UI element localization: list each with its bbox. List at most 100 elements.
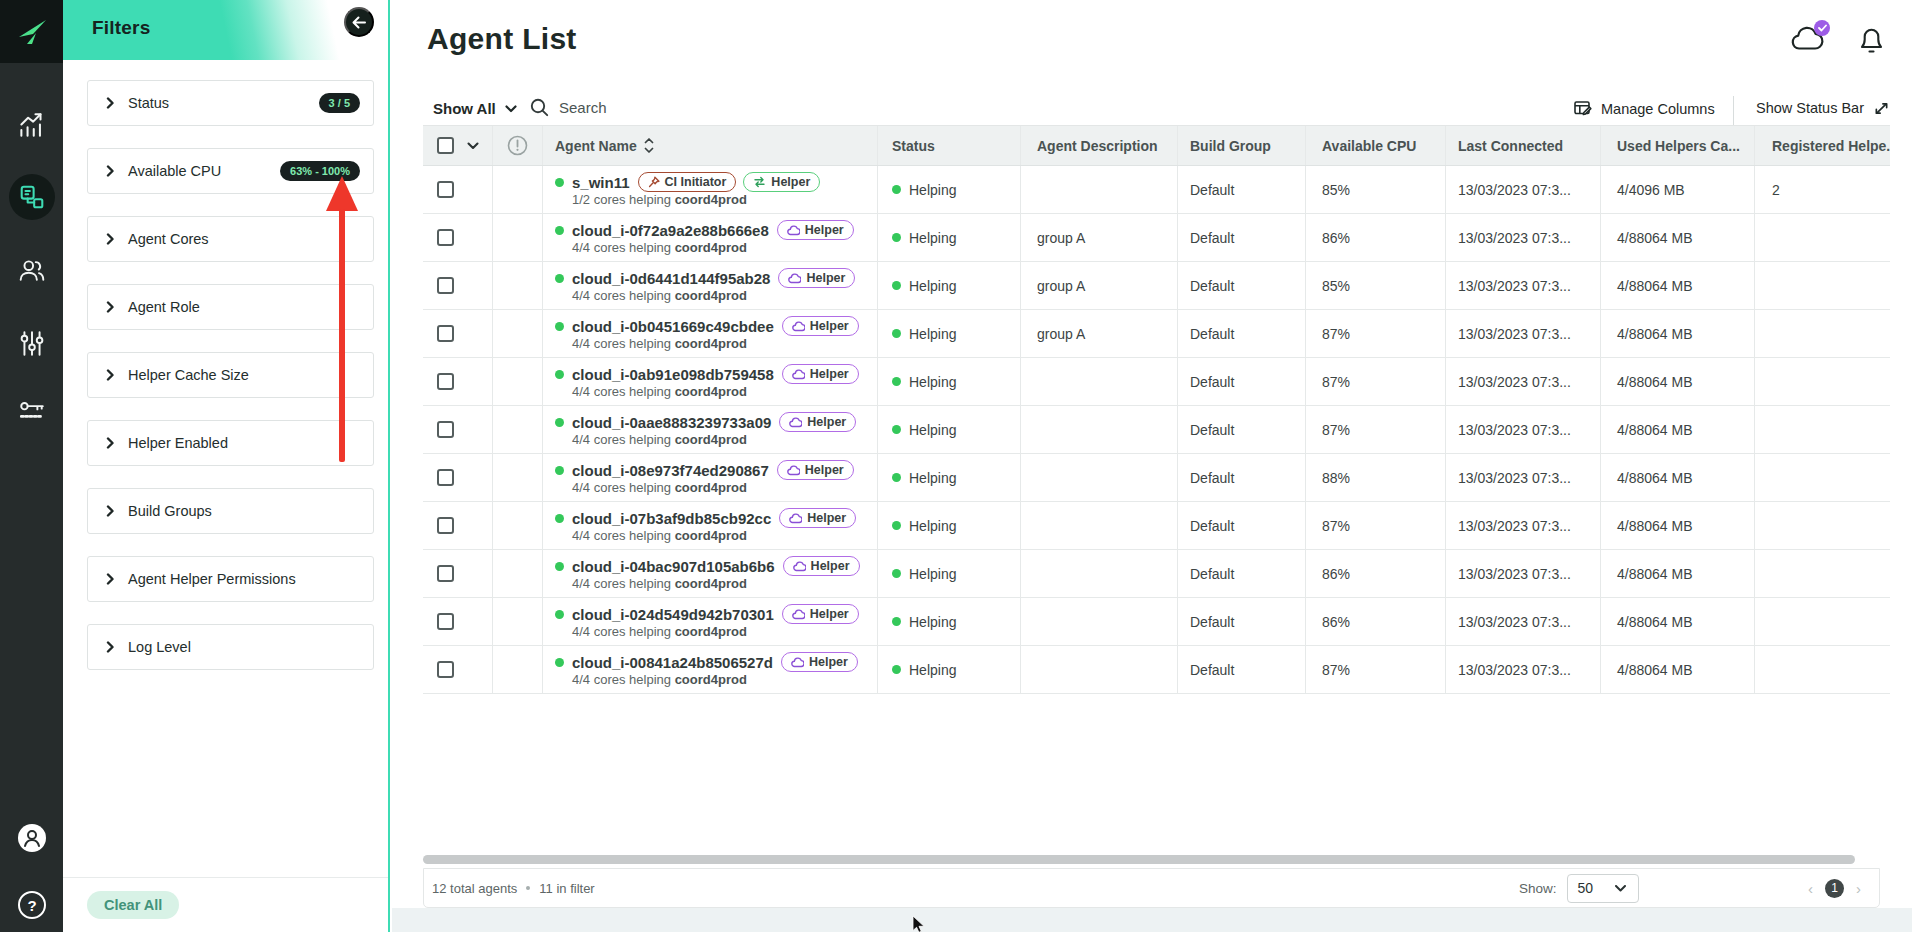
expand-icon (1874, 101, 1889, 116)
sort-icon (644, 138, 654, 153)
table-row[interactable]: cloud_i-0f72a9a2e88b666e8 Helper 4/4 cor… (423, 214, 1890, 262)
agent-online-dot (555, 226, 564, 235)
app-logo[interactable] (0, 0, 63, 63)
table-footer: 12 total agents 11 in filter Show: 50 ‹ … (423, 868, 1880, 908)
available-cpu-cell: 87% (1306, 502, 1446, 549)
row-checkbox[interactable] (437, 421, 454, 438)
row-checkbox[interactable] (437, 325, 454, 342)
select-all-checkbox[interactable] (437, 137, 454, 154)
used-helpers-cell: 4/88064 MB (1601, 214, 1755, 261)
chevron-right-icon (105, 641, 116, 653)
header-status[interactable]: Status (878, 126, 1021, 165)
agent-online-dot (555, 418, 564, 427)
table-row[interactable]: cloud_i-0ab91e098db759458 Helper 4/4 cor… (423, 358, 1890, 406)
header-available-cpu[interactable]: Available CPU (1306, 126, 1446, 165)
sidebar-item-users[interactable] (0, 247, 63, 293)
table-row[interactable]: cloud_i-08e973f74ed290867 Helper 4/4 cor… (423, 454, 1890, 502)
sidebar-item-api-keys[interactable] (0, 388, 63, 434)
next-page-button[interactable]: › (1856, 881, 1861, 896)
row-checkbox[interactable] (437, 661, 454, 678)
row-checkbox[interactable] (437, 613, 454, 630)
filter-item-log-level[interactable]: Log Level (87, 624, 374, 670)
table-row[interactable]: cloud_i-024d549d942b70301 Helper 4/4 cor… (423, 598, 1890, 646)
row-select-cell (423, 454, 493, 501)
agent-cores-subtext: 4/4 cores helping coord4prod (572, 576, 747, 591)
sidebar-item-help[interactable]: ? (0, 882, 63, 928)
cloud-icon (791, 657, 804, 668)
badge-label: Helper (811, 559, 850, 573)
dot-separator (526, 886, 530, 890)
sidebar-item-preferences[interactable] (0, 320, 63, 366)
manage-columns-button[interactable]: Manage Columns (1574, 100, 1715, 117)
table-row[interactable]: cloud_i-07b3af9db85cb92cc Helper 4/4 cor… (423, 502, 1890, 550)
agent-cores-subtext: 4/4 cores helping coord4prod (572, 672, 747, 687)
description-cell (1021, 502, 1178, 549)
status-filter-dropdown[interactable]: Show All (433, 100, 517, 117)
table-row[interactable]: cloud_i-0b0451669c49cbdee Helper 4/4 cor… (423, 310, 1890, 358)
description-cell: group A (1021, 310, 1178, 357)
description-cell: group A (1021, 262, 1178, 309)
filter-item-status[interactable]: Status 3 / 5 (87, 80, 374, 126)
status-cell: Helping (878, 502, 1021, 549)
available-cpu-cell: 88% (1306, 454, 1446, 501)
cloud-icon (792, 609, 805, 620)
header-build-group[interactable]: Build Group (1178, 126, 1306, 165)
cloud-status-button[interactable] (1790, 24, 1828, 56)
filter-item-build-groups[interactable]: Build Groups (87, 488, 374, 534)
row-checkbox[interactable] (437, 181, 454, 198)
page-size-select[interactable]: 50 (1567, 874, 1639, 903)
row-checkbox[interactable] (437, 373, 454, 390)
row-checkbox[interactable] (437, 517, 454, 534)
available-cpu-cell: 86% (1306, 214, 1446, 261)
app-rail: ? (0, 0, 63, 932)
table-row[interactable]: s_win11 CI InitiatorHelper 1/2 cores hel… (423, 166, 1890, 214)
row-alert-cell (493, 454, 543, 501)
row-checkbox[interactable] (437, 229, 454, 246)
show-status-bar-button[interactable]: Show Status Bar (1756, 100, 1889, 116)
prev-page-button[interactable]: ‹ (1808, 881, 1813, 896)
current-page[interactable]: 1 (1825, 879, 1844, 898)
chevron-right-icon (105, 505, 116, 517)
filter-item-label: Helper Cache Size (128, 367, 249, 383)
table-row[interactable]: cloud_i-04bac907d105ab6b6 Helper 4/4 cor… (423, 550, 1890, 598)
clear-all-button[interactable]: Clear All (87, 891, 179, 919)
row-checkbox[interactable] (437, 469, 454, 486)
agent-badges: Helper (782, 364, 859, 384)
agent-badges: Helper (783, 556, 860, 576)
agent-name-cell: cloud_i-00841a24b8506527d Helper 4/4 cor… (543, 646, 878, 693)
status-label: Helping (909, 230, 956, 246)
collapse-filters-button[interactable] (344, 7, 374, 37)
sidebar-item-agents[interactable] (0, 174, 63, 220)
registered-helpers-cell: 2 (1755, 166, 1890, 213)
sidebar-item-analytics[interactable] (0, 102, 63, 148)
status-label: Helping (909, 182, 956, 198)
header-last-connected[interactable]: Last Connected (1446, 126, 1601, 165)
agent-online-dot (555, 658, 564, 667)
status-dot (892, 329, 901, 338)
horizontal-scrollbar[interactable] (423, 855, 1855, 864)
table-row[interactable]: cloud_i-0aae8883239733a09 Helper 4/4 cor… (423, 406, 1890, 454)
badge-label: Helper (810, 367, 849, 381)
notifications-button[interactable] (1858, 24, 1886, 56)
header-used-helpers[interactable]: Used Helpers Ca... (1601, 126, 1755, 165)
search-input[interactable] (559, 99, 759, 116)
header-agent-description[interactable]: Agent Description (1021, 126, 1178, 165)
helper-badge: Helper (778, 268, 855, 288)
chevron-down-icon (505, 105, 517, 113)
table-row[interactable]: cloud_i-00841a24b8506527d Helper 4/4 cor… (423, 646, 1890, 694)
row-checkbox[interactable] (437, 277, 454, 294)
registered-helpers-cell (1755, 214, 1890, 261)
header-registered-helpers[interactable]: Registered Helpe... (1755, 126, 1890, 165)
filter-item-agent-helper-permissions[interactable]: Agent Helper Permissions (87, 556, 374, 602)
chevron-right-icon (105, 233, 116, 245)
sidebar-item-account[interactable] (0, 815, 63, 861)
select-menu-chevron-icon[interactable] (467, 142, 479, 150)
build-group-cell: Default (1178, 214, 1306, 261)
table-row[interactable]: cloud_i-0d6441d144f95ab28 Helper 4/4 cor… (423, 262, 1890, 310)
row-checkbox[interactable] (437, 565, 454, 582)
used-helpers-cell: 4/88064 MB (1601, 358, 1755, 405)
used-helpers-cell: 4/88064 MB (1601, 262, 1755, 309)
available-cpu-cell: 86% (1306, 598, 1446, 645)
header-agent-name[interactable]: Agent Name (543, 126, 878, 165)
status-dot (892, 665, 901, 674)
